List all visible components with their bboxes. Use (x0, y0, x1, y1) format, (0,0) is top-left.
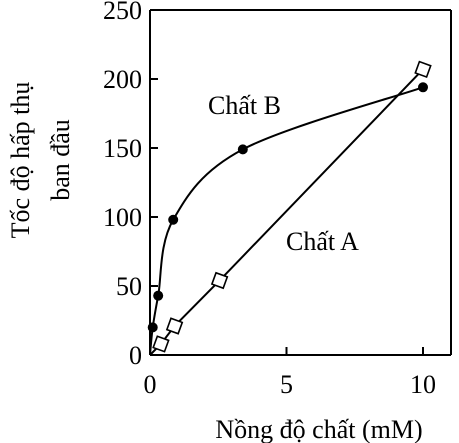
series-b-markers (147, 82, 428, 333)
series-b-point (147, 322, 158, 333)
series-a-point (414, 60, 432, 79)
x-ticks-group: 0 5 10 (144, 347, 436, 399)
y-tick-label: 200 (103, 65, 142, 94)
series-a-point (165, 317, 184, 335)
y-tick-label: 150 (103, 134, 142, 163)
series-a-point (210, 271, 229, 290)
series-b-point (168, 214, 179, 225)
series-b-curve (149, 86, 424, 356)
y-ticks-group: 0 50 100 150 200 250 (103, 0, 158, 370)
y-tick-label: 50 (116, 272, 142, 301)
y-axis-title-line2: ban đầu (46, 119, 75, 201)
x-tick-label: 0 (144, 370, 157, 399)
x-tick-label: 10 (410, 370, 436, 399)
series-a-label: Chất A (286, 227, 359, 256)
series-b-label: Chất B (208, 91, 281, 120)
series-a-markers (152, 60, 432, 353)
y-tick-label: 100 (103, 203, 142, 232)
x-tick-label: 5 (280, 370, 293, 399)
series-b-point (418, 82, 428, 93)
x-axis-title: Nồng độ chất (mM) (215, 415, 422, 443)
series-a-line (149, 68, 424, 356)
y-tick-label: 250 (103, 0, 142, 25)
y-tick-label: 0 (129, 341, 142, 370)
series-a-point (152, 335, 170, 353)
y-axis-title-line1: Tốc độ hấp thụ (6, 82, 35, 239)
series-b-point (237, 144, 248, 155)
series-b-point (153, 290, 164, 301)
